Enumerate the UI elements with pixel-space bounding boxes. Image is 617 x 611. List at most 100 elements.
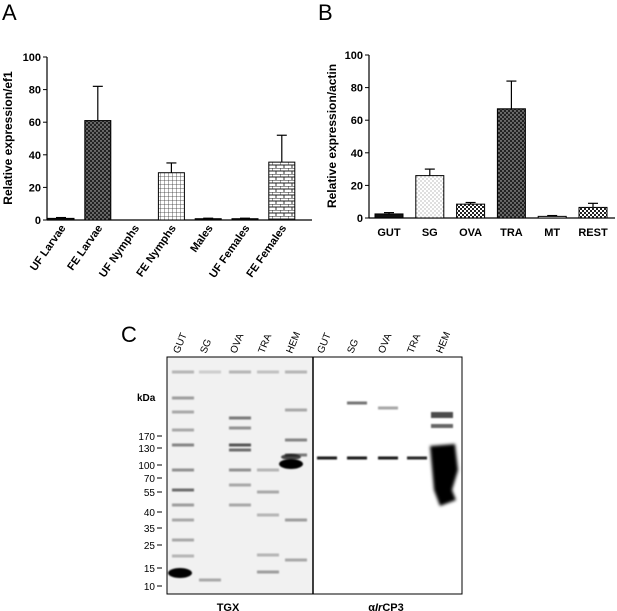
gel-band [257,370,279,374]
label-prefix: α [368,602,375,611]
gel-band [229,370,251,374]
kda-marker: 170 [138,432,155,443]
bar [537,215,567,219]
gel-band [285,408,307,412]
gel-band [172,396,194,400]
bar [84,120,112,221]
gel-band [285,370,307,374]
gel-band [229,443,251,447]
blot-band [317,456,337,460]
gel-band [199,370,221,374]
lane-label: OVA [229,332,247,355]
blot-band [378,406,398,410]
chart-a-ylabel: Relative expression/ef1 [1,71,15,205]
gel-band [285,558,307,562]
panel-letter-b: B [318,0,333,25]
gel-band [285,518,307,522]
bar [47,217,75,221]
kda-marker: 35 [144,524,156,535]
gel-band [229,468,251,472]
lane-label: TRA [406,332,424,355]
gel-band [229,426,251,430]
kda-marker: 130 [138,444,155,455]
y-tick-label: 100 [23,52,41,64]
y-tick-label: 40 [351,148,363,160]
panel-letter-a: A [2,0,17,25]
x-tick-label: TRA [500,227,523,239]
kda-marker: 25 [144,541,156,552]
gel-band [172,518,194,522]
gel-band [257,570,279,574]
gel-band [199,578,221,582]
gel-band [257,468,279,472]
blot-right-label: αIrCP3 [368,602,404,611]
gel-band [172,488,194,492]
x-tick-label: FE Nymphs [134,223,179,279]
blot-band [347,456,367,460]
lane-label: GUT [172,331,190,355]
gel-band [257,513,279,517]
lane-label: GUT [316,331,334,355]
gel-band [257,490,279,494]
y-tick-label: 20 [351,180,363,192]
y-tick-label: 20 [29,182,41,194]
gel-band [229,448,251,452]
kda-marker: 15 [144,564,156,575]
bar [374,213,404,219]
x-tick-label: SG [422,227,438,239]
bar [268,161,296,221]
gel-band [172,503,194,507]
gel-band [172,370,194,374]
blot-band [378,456,398,460]
bar [456,203,486,219]
gel-band [229,483,251,487]
label-italic: Ir [375,602,383,611]
lane-label: OVA [377,332,395,355]
y-tick-label: 0 [35,215,41,227]
bar [496,108,526,219]
bar [231,218,259,221]
blot-band-hem [430,444,458,506]
chart-b: Relative expression/actin 0 20 40 60 80 100 GU… [325,50,615,239]
bar [194,218,222,221]
blot-band [431,412,453,418]
lane-label: HEM [435,330,454,355]
y-tick-label: 100 [345,50,363,62]
chart-a: Relative expression/ef1 0 20 40 60 80 100 UF L… [1,52,312,280]
kda-marker: 55 [144,488,156,499]
blot-band [407,456,427,460]
gel-band-strong [279,459,303,469]
y-tick-label: 0 [357,213,363,225]
bar [157,172,185,221]
kda-label: kDa [137,393,156,404]
gel-band [172,554,194,558]
blot-band [431,424,453,428]
gel-band [172,410,194,414]
bar [578,206,608,219]
panel-letter-c: C [121,322,137,347]
gel-band [285,438,307,442]
x-tick-label: Males [188,223,215,255]
y-tick-label: 40 [29,150,41,162]
gel-band [229,503,251,507]
kda-marker: 100 [138,461,155,472]
kda-marker: 10 [144,582,156,593]
lane-label: SG [346,337,362,355]
gel-band [281,454,301,460]
gel-band [172,443,194,447]
x-tick-label: MT [544,227,560,239]
gel-band [172,428,194,432]
x-tick-label: REST [578,227,608,239]
lane-label: SG [199,337,215,355]
lane-label: TRA [257,332,275,355]
y-tick-label: 80 [29,85,41,97]
y-tick-label: 60 [351,115,363,127]
chart-b-ylabel: Relative expression/actin [325,64,339,208]
kda-marker: 70 [144,474,156,485]
kda-marker: 40 [144,508,156,519]
gel-band [257,553,279,557]
y-tick-label: 60 [29,117,41,129]
bar [415,175,445,219]
x-tick-label: GUT [377,227,401,239]
